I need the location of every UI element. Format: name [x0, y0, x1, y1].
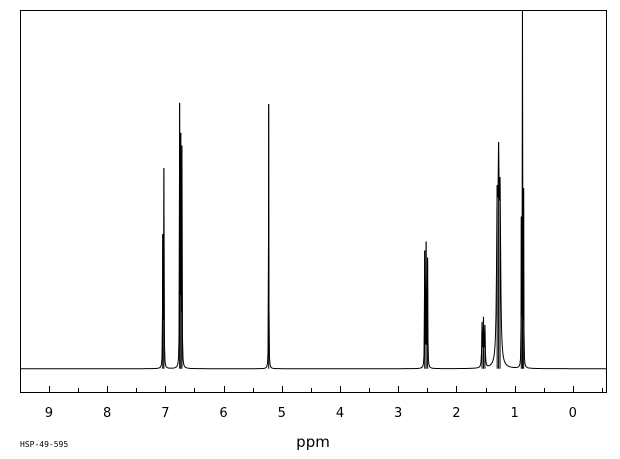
x-tick-label: 4	[336, 406, 344, 421]
x-tick-label: 3	[394, 406, 402, 421]
x-axis-tick-labels: 9 8 7 6 5 4 3 2 1 0	[45, 406, 577, 421]
spectrum-trace	[21, 10, 606, 370]
spectrum-peaks	[162, 10, 525, 369]
x-tick-label: 9	[45, 406, 53, 421]
x-tick-label: 8	[103, 406, 111, 421]
plot-frame	[20, 10, 607, 393]
x-axis-label: ppm	[296, 433, 330, 451]
x-axis-ticks	[49, 386, 603, 392]
x-tick-label: 2	[452, 406, 460, 421]
x-tick-label: 6	[219, 406, 227, 421]
x-tick-label: 0	[569, 406, 577, 421]
sample-code-label: HSP-49-595	[20, 440, 68, 449]
x-tick-label: 1	[510, 406, 518, 421]
x-tick-label: 7	[161, 406, 169, 421]
x-tick-label: 5	[278, 406, 286, 421]
